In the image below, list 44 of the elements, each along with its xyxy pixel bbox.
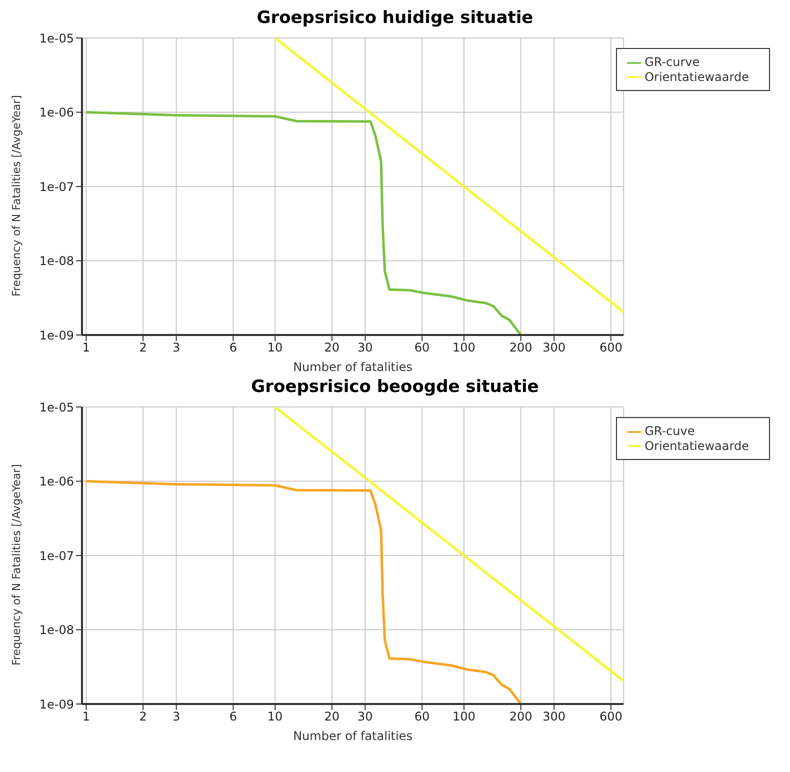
x-tick-label: 3	[172, 340, 180, 355]
x-tick-label: 30	[358, 710, 373, 724]
legend-label: Orientatiewaarde	[644, 438, 749, 453]
x-tick-label: 300	[542, 710, 566, 724]
y-tick-label: 1e-09	[39, 697, 74, 712]
y-tick-label: 1e-07	[39, 180, 74, 194]
y-tick-label: 1e-09	[39, 328, 74, 342]
x-tick-label: 300	[542, 340, 566, 355]
x-tick-label: 1	[82, 710, 90, 724]
y-tick-label: 1e-06	[39, 106, 74, 120]
legend-label: GR-curve	[644, 55, 700, 69]
x-tick-label: 60	[414, 340, 430, 355]
x-tick-label: 10	[267, 340, 283, 355]
y-tick-label: 1e-06	[39, 474, 74, 489]
y-tick-label: 1e-07	[39, 548, 74, 563]
x-tick-label: 600	[599, 710, 622, 724]
y-tick-label: 1e-05	[39, 31, 74, 46]
x-tick-label: 20	[324, 710, 340, 724]
x-tick-label: 2	[139, 340, 147, 355]
x-tick-label: 10	[267, 710, 283, 724]
x-tick-label: 6	[229, 710, 237, 724]
x-tick-label: 3	[172, 710, 180, 724]
x-tick-label: 1	[82, 340, 90, 355]
x-tick-label: 30	[358, 340, 373, 355]
y-axis-title: Frequency of N Fatalities [/AvgeYear]	[10, 464, 23, 666]
y-tick-label: 1e-05	[39, 400, 74, 414]
x-tick-label: 200	[509, 340, 532, 355]
x-tick-label: 200	[509, 710, 532, 724]
y-tick-label: 1e-08	[39, 254, 74, 268]
chart-title: Groepsrisico beoogde situatie	[250, 377, 540, 399]
y-tick-label: 1e-08	[39, 623, 74, 638]
x-tick-label: 20	[324, 340, 340, 355]
y-axis-title: Frequency of N Fatalities [/AvgeYear]	[10, 95, 23, 296]
legend-label: Orientatiewaarde	[644, 70, 749, 84]
x-tick-label: 2	[139, 710, 147, 724]
x-tick-label: 100	[452, 340, 476, 355]
legend-label: GR-cuve	[644, 424, 695, 438]
x-tick-label: 100	[452, 710, 476, 724]
x-axis-title: Number of fatalities	[293, 729, 412, 743]
x-tick-label: 6	[229, 340, 237, 355]
chart-title: Groepsrisico huidige situatie	[256, 8, 534, 30]
x-tick-label: 60	[414, 710, 430, 724]
x-axis-title: Number of fatalities	[293, 360, 412, 374]
x-tick-label: 600	[599, 340, 622, 355]
